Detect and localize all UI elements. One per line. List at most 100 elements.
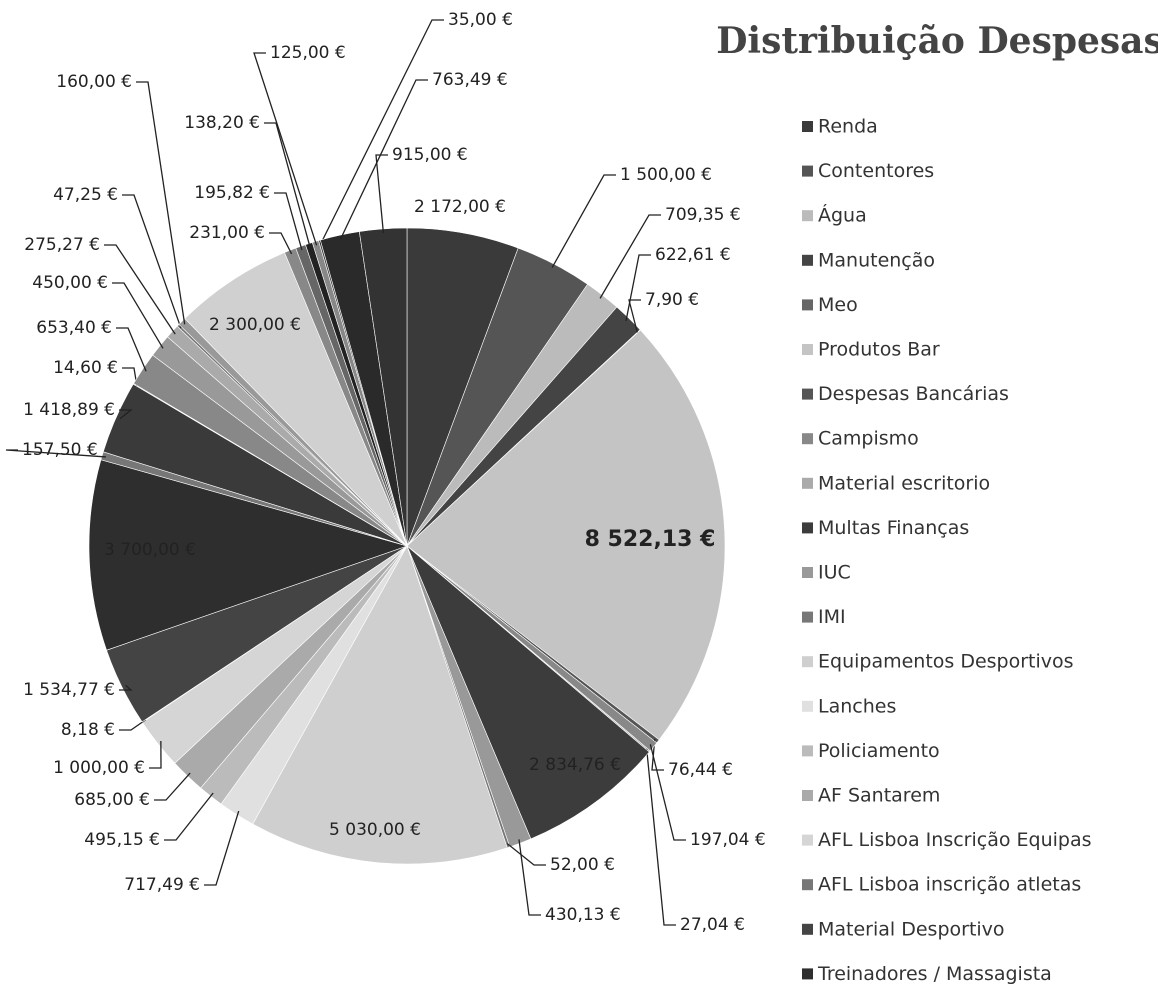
data-label: 5 030,00 € (329, 820, 421, 840)
legend-label: AFL Lisboa Inscrição Equipas (818, 829, 1092, 851)
leader-line (625, 254, 651, 322)
legend-label: Policiamento (818, 740, 940, 762)
leader-line (119, 684, 133, 691)
data-label: 125,00 € (270, 43, 346, 63)
legend-label: Produtos Bar (818, 339, 940, 361)
leader-line (274, 192, 303, 251)
data-label: 1 000,00 € (53, 758, 145, 778)
legend-swatch (802, 121, 813, 132)
legend-label: Treinadores / Massagista (817, 963, 1052, 984)
data-label: 495,15 € (84, 830, 160, 850)
legend-label: AFL Lisboa inscrição atletas (818, 874, 1081, 896)
legend-swatch (802, 923, 813, 935)
leader-line (506, 843, 546, 866)
pie-slice (88, 459, 409, 651)
leader-line (375, 154, 388, 233)
leader-line (599, 214, 661, 299)
leader-line (339, 79, 428, 240)
legend-swatch (802, 165, 813, 177)
leader-line (112, 282, 164, 349)
legend-swatch (802, 879, 813, 891)
legend-label: Lanches (818, 695, 896, 717)
data-label: 2 834,76 € (529, 755, 621, 775)
data-label: 2 300,00 € (209, 315, 301, 335)
leader-line (649, 744, 686, 841)
data-label: 1 500,00 € (620, 165, 712, 185)
legend-label: Equipamentos Desportivos (818, 651, 1074, 673)
legend-swatch (802, 968, 813, 980)
legend-swatch (802, 700, 813, 712)
legend-swatch (802, 567, 813, 578)
data-label: 7,90 € (645, 290, 699, 310)
legend-label: Meo (818, 294, 858, 316)
legend-label: Multas Finanças (818, 517, 969, 539)
data-label: 1 418,89 € (23, 400, 115, 420)
leader-line (628, 299, 641, 333)
leader-line (651, 738, 664, 771)
legend-swatch (802, 210, 813, 222)
leader-line (136, 81, 186, 325)
data-label: 160,00 € (56, 72, 132, 92)
legend-swatch (802, 611, 813, 623)
pie-slice (406, 329, 726, 741)
legend-swatch (802, 834, 813, 846)
legend-swatch (802, 745, 813, 757)
data-label: 622,61 € (655, 245, 731, 265)
legend-label: Despesas Bancárias (818, 383, 1009, 405)
leader-line (264, 122, 311, 248)
leader-line (119, 719, 146, 731)
leader-line (104, 244, 176, 335)
leader-line (149, 740, 162, 769)
data-label: 275,27 € (24, 235, 100, 255)
legend-swatch (802, 477, 813, 489)
data-label: 450,00 € (32, 273, 108, 293)
legend-label: Água (818, 204, 867, 227)
leader-line (646, 748, 676, 926)
legend-label: Campismo (818, 428, 919, 450)
legend-label: Material escritorio (818, 472, 990, 494)
legend-swatch (802, 656, 813, 668)
legend-label: Manutenção (818, 249, 935, 271)
leader-line (269, 232, 293, 255)
data-label: 138,20 € (184, 113, 260, 133)
data-label: 157,50 € (22, 440, 98, 460)
data-label: 35,00 € (448, 10, 513, 30)
data-label: 8 522,13 € (585, 527, 716, 552)
leader-line (154, 772, 191, 801)
legend-label: IMI (818, 606, 846, 628)
data-label: 47,25 € (53, 185, 118, 205)
pie-slice (252, 545, 508, 865)
leader-line (204, 810, 240, 886)
pie-slice (406, 545, 650, 840)
leader-line (551, 174, 616, 268)
data-label: 2 172,00 € (414, 197, 506, 217)
data-label: 197,04 € (690, 830, 766, 850)
data-label: 1 534,77 € (23, 680, 115, 700)
legend-label: Renda (818, 116, 878, 138)
legend-swatch (802, 522, 813, 534)
legend-swatch (802, 388, 813, 400)
data-label: 14,60 € (53, 358, 118, 378)
data-label: 3 700,00 € (104, 540, 196, 560)
data-label: 231,00 € (189, 223, 265, 243)
pie-slice (184, 252, 408, 547)
legend-swatch (802, 299, 813, 311)
leader-line (164, 792, 214, 841)
leader-line (253, 52, 318, 246)
data-label: 685,00 € (74, 790, 150, 810)
leader-line (116, 327, 147, 372)
legend-label: Contentores (818, 160, 934, 182)
chart-title: Distribuição Despesas (716, 20, 1158, 62)
legend-swatch (802, 433, 813, 445)
legend-swatch (802, 254, 813, 266)
data-label: 763,49 € (432, 70, 508, 90)
data-label: 195,82 € (194, 183, 270, 203)
data-label: 653,40 € (36, 318, 112, 338)
legend-swatch (802, 344, 813, 355)
data-label: 709,35 € (665, 205, 741, 225)
legend-label: AF Santarem (818, 785, 940, 807)
leader-line (119, 409, 133, 420)
data-label: 915,00 € (392, 145, 468, 165)
legend-label: IUC (818, 562, 851, 584)
